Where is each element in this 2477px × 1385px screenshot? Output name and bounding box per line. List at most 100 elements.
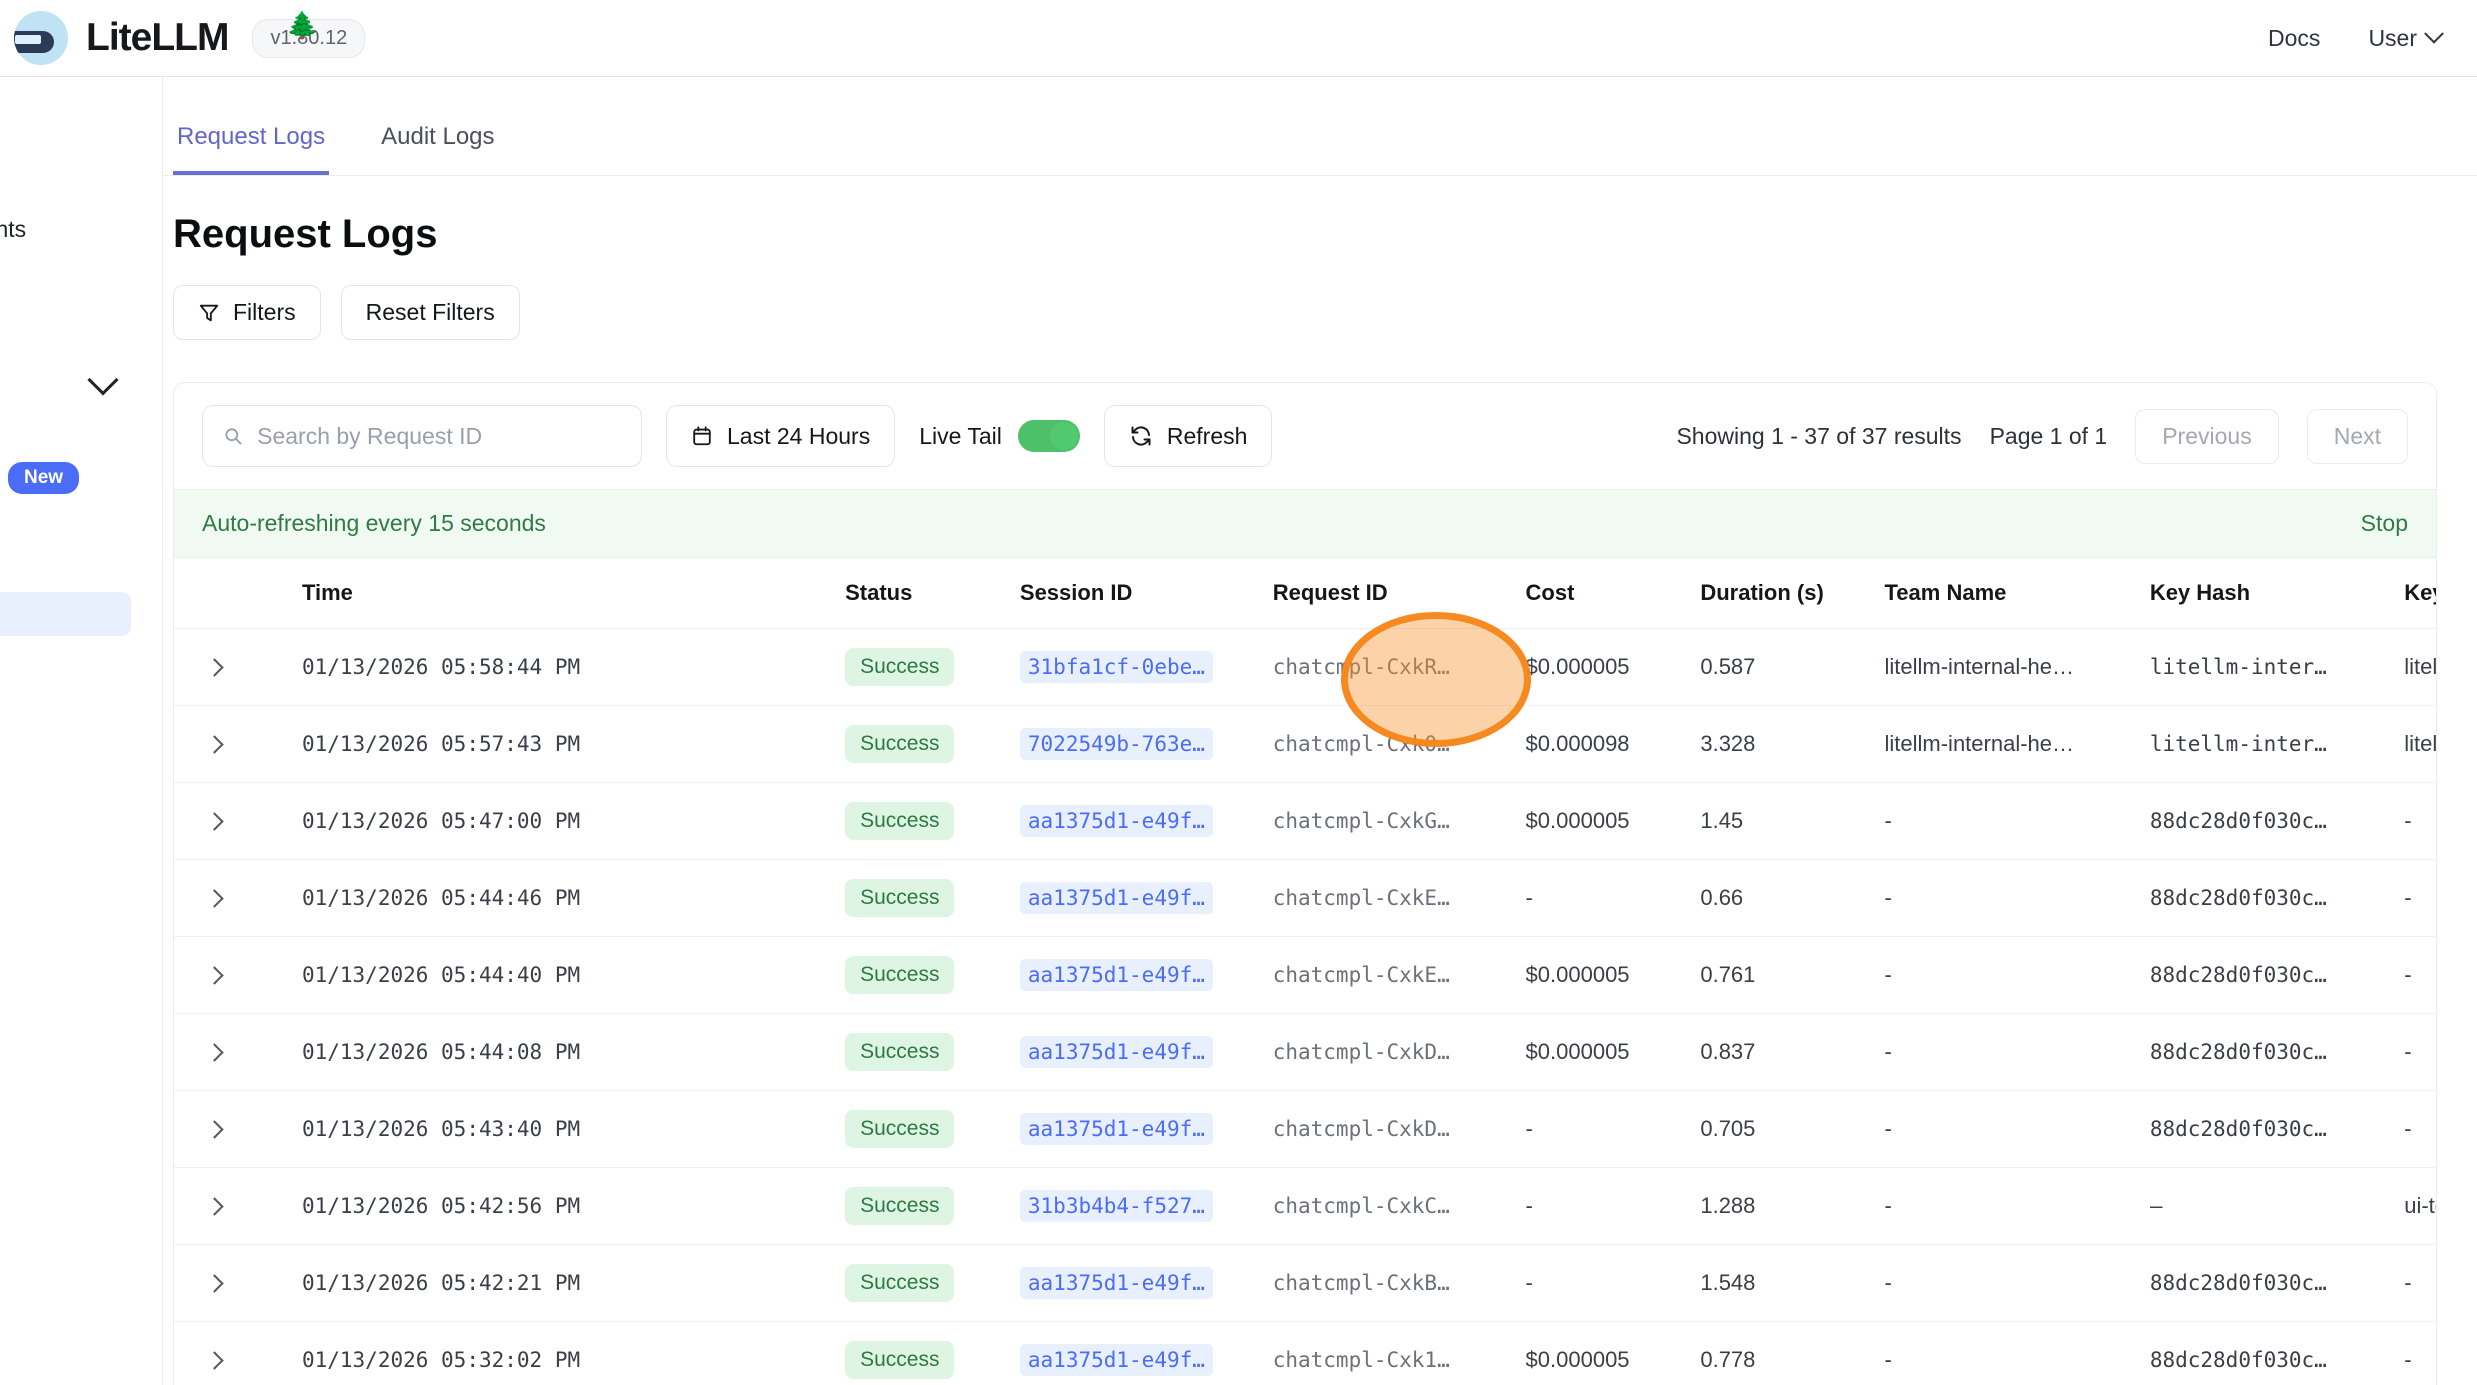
filters-button[interactable]: Filters (173, 285, 321, 340)
date-range-button[interactable]: Last 24 Hours (666, 405, 896, 467)
cell-key-name: - (2404, 1090, 2436, 1168)
cell-session-id[interactable]: 31b3b4b4-f527… (1019, 1167, 1273, 1245)
session-id-link[interactable]: 31b3b4b4-f527… (1019, 1190, 1213, 1222)
table-row[interactable]: 01/13/2026 05:47:00 PM Success aa1375d1-e4… (174, 782, 2436, 860)
sidebar-item-details[interactable]: ils (0, 326, 162, 364)
cell-session-id[interactable]: aa1375d1-e49f… (1019, 1321, 1273, 1385)
page-indicator: Page 1 of 1 (1989, 422, 2108, 449)
brand[interactable]: LiteLLM 🌲 v1.80.12 (0, 10, 366, 65)
reset-filters-button[interactable]: Reset Filters (340, 285, 520, 340)
stop-auto-refresh-button[interactable]: Stop (2360, 510, 2408, 536)
column-header-team-name[interactable]: Team Name (1884, 558, 2150, 629)
sidebar-item-keys[interactable]: Keys (0, 132, 162, 170)
cell-session-id[interactable]: 7022549b-763e… (1019, 705, 1273, 783)
cell-session-id[interactable]: aa1375d1-e49f… (1019, 936, 1273, 1014)
row-expand-toggle[interactable] (174, 1244, 302, 1322)
sidebar-item-und[interactable]: und (0, 171, 162, 209)
live-tail-toggle[interactable] (1017, 420, 1080, 452)
sidebar-item-ations[interactable]: ations (0, 679, 162, 717)
session-id-link[interactable]: 31bfa1cf-0ebe… (1019, 651, 1213, 683)
search-input[interactable] (257, 422, 621, 450)
cell-key-name: - (2404, 782, 2436, 860)
chevron-right-icon (205, 658, 224, 677)
table-row[interactable]: 01/13/2026 05:44:08 PM Success aa1375d1-e4… (174, 1013, 2436, 1091)
refresh-button[interactable]: Refresh (1103, 405, 1273, 467)
session-id-link[interactable]: aa1375d1-e49f… (1019, 805, 1213, 837)
row-expand-toggle[interactable] (174, 628, 302, 706)
table-row[interactable]: 01/13/2026 05:42:21 PM Success aa1375d1-e4… (174, 1244, 2436, 1322)
user-menu[interactable]: User (2368, 23, 2444, 52)
sidebar-item-endpoints[interactable]: + Endpoints (0, 215, 27, 242)
column-header-session-id[interactable]: Session ID (1019, 558, 1273, 629)
session-id-link[interactable]: aa1375d1-e49f… (1019, 1036, 1213, 1068)
sidebar-item-servers[interactable]: rvers (0, 287, 162, 325)
sidebar-item-users[interactable]: Users (0, 602, 162, 640)
chevron-right-icon (205, 1197, 224, 1216)
sidebar-active-indicator (0, 592, 131, 636)
session-id-link[interactable]: aa1375d1-e49f… (1019, 882, 1213, 914)
chevron-down-icon[interactable] (87, 364, 119, 396)
row-expand-toggle[interactable] (174, 1321, 302, 1385)
cell-session-id[interactable]: 31bfa1cf-0ebe… (1019, 628, 1273, 706)
row-expand-toggle[interactable] (174, 1013, 302, 1091)
table-row[interactable]: 01/13/2026 05:58:44 PM Success 31bfa1cf-0e… (174, 628, 2436, 706)
row-expand-toggle[interactable] (174, 782, 302, 860)
sidebar-item-s[interactable]: s (0, 718, 162, 756)
cell-session-id[interactable]: aa1375d1-e49f… (1019, 859, 1273, 937)
session-id-link[interactable]: aa1375d1-e49f… (1019, 1344, 1213, 1376)
cell-key-name: - (2404, 859, 2436, 937)
row-expand-toggle[interactable] (174, 936, 302, 1014)
status-badge: Success (845, 725, 955, 763)
column-header-request-id[interactable]: Request ID (1272, 558, 1526, 629)
row-expand-toggle[interactable] (174, 1090, 302, 1168)
session-id-link[interactable]: 7022549b-763e… (1019, 728, 1213, 760)
live-tail-label: Live Tail (919, 422, 1002, 449)
table-row[interactable]: 01/13/2026 05:43:40 PM Success aa1375d1-e4… (174, 1090, 2436, 1168)
controls-row: Last 24 Hours Live Tail Refresh Showing … (174, 383, 2436, 489)
cell-request-id: chatcmpl-CxkE… (1272, 936, 1526, 1014)
brand-name: LiteLLM (86, 16, 229, 59)
table-row[interactable]: 01/13/2026 05:44:46 PM Success aa1375d1-e4… (174, 859, 2436, 937)
cell-session-id[interactable]: aa1375d1-e49f… (1019, 1244, 1273, 1322)
cell-session-id[interactable]: aa1375d1-e49f… (1019, 1013, 1273, 1091)
evergreen-tree-icon: 🌲 (286, 10, 319, 40)
row-expand-toggle[interactable] (174, 1167, 302, 1245)
tab-audit-logs[interactable]: Audit Logs (381, 123, 495, 150)
cell-status: Success (845, 1167, 1020, 1245)
cell-request-id: chatcmpl-Cxk0… (1272, 705, 1526, 783)
cell-key-hash: 88dc28d0f030c… (2149, 936, 2405, 1014)
column-header-status[interactable]: Status (845, 558, 1020, 629)
table-row[interactable]: 01/13/2026 05:32:02 PM Success aa1375d1-e4… (174, 1321, 2436, 1385)
docs-link[interactable]: Docs (2268, 24, 2321, 51)
cell-session-id[interactable]: aa1375d1-e49f… (1019, 1090, 1273, 1168)
session-id-link[interactable]: aa1375d1-e49f… (1019, 959, 1213, 991)
cell-session-id[interactable]: aa1375d1-e49f… (1019, 782, 1273, 860)
search-input-wrapper[interactable] (202, 405, 642, 467)
table-row[interactable]: 01/13/2026 05:42:56 PM Success 31b3b4b4-f5… (174, 1167, 2436, 1245)
cell-team-name: litellm-internal-he… (1884, 705, 2150, 783)
table-row[interactable]: 01/13/2026 05:57:43 PM Success 7022549b-76… (174, 705, 2436, 783)
column-header-key-hash[interactable]: Key Hash (2149, 558, 2405, 629)
row-expand-toggle[interactable] (174, 705, 302, 783)
cell-team-name: - (1884, 859, 2150, 937)
status-badge: Success (845, 1264, 955, 1302)
previous-page-button[interactable]: Previous (2135, 408, 2279, 464)
sidebar-item-reference[interactable]: erence (0, 817, 162, 855)
cell-team-name: litellm-internal-he… (1884, 628, 2150, 706)
column-header-time[interactable]: Time (301, 558, 846, 629)
table-row[interactable]: 01/13/2026 05:44:40 PM Success aa1375d1-e4… (174, 936, 2436, 1014)
cell-status: Success (845, 859, 1020, 937)
row-expand-toggle[interactable] (174, 859, 302, 937)
top-bar-right: Docs User (2268, 23, 2477, 52)
cell-team-name: - (1884, 1090, 2150, 1168)
column-header-key-name[interactable]: Key Name (2404, 558, 2436, 629)
session-id-link[interactable]: aa1375d1-e49f… (1019, 1267, 1213, 1299)
live-tail-control[interactable]: Live Tail (919, 420, 1080, 452)
tab-bar: Request Logs Audit Logs (163, 77, 2477, 176)
column-header-cost[interactable]: Cost (1525, 558, 1701, 629)
chevron-right-icon (205, 1043, 224, 1062)
tab-request-logs[interactable]: Request Logs (173, 113, 330, 175)
column-header-duration[interactable]: Duration (s) (1700, 558, 1885, 629)
session-id-link[interactable]: aa1375d1-e49f… (1019, 1113, 1213, 1145)
next-page-button[interactable]: Next (2306, 408, 2408, 464)
